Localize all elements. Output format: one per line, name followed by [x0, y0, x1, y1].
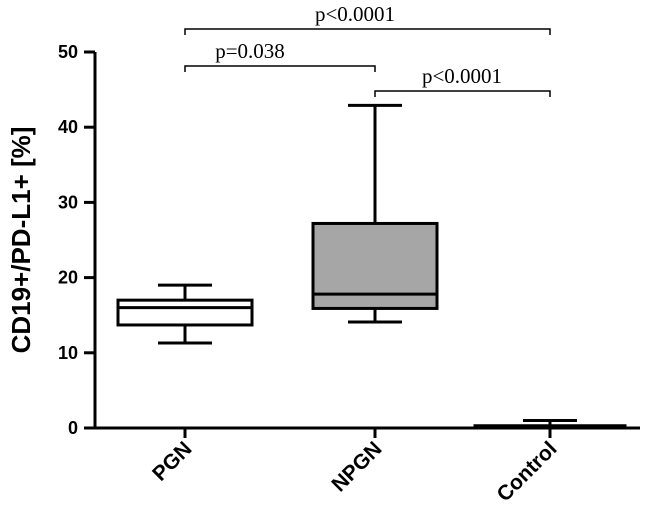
iqr-box [311, 221, 439, 310]
box-control [473, 418, 627, 430]
significance-brackets: p=0.038 p<0.0001 p<0.0001 [184, 2, 551, 97]
boxes [116, 103, 627, 430]
y-tick-label: 20 [58, 268, 78, 288]
comparison-bracket: p<0.0001 [374, 64, 551, 97]
bracket-line [184, 65, 376, 72]
x-category-label: PGN [148, 437, 196, 485]
bracket-line [374, 90, 551, 97]
bracket-line [184, 28, 551, 35]
y-tick-label: 0 [68, 418, 78, 438]
x-category-label: NPGN [327, 437, 386, 496]
box-npgn [311, 103, 439, 324]
x-category-label: Control [492, 437, 561, 506]
y-axis-title: CD19+/PD-L1+ [%] [6, 127, 36, 354]
y-ticks: 0 10 20 30 40 50 [58, 42, 95, 438]
box-pgn [116, 283, 254, 345]
p-value-label: p<0.0001 [315, 2, 395, 26]
y-tick-label: 50 [58, 42, 78, 62]
x-category-labels: PGN NPGN Control [148, 428, 562, 506]
y-tick-label: 10 [58, 343, 78, 363]
comparison-bracket: p=0.038 [184, 39, 376, 72]
y-tick-label: 30 [58, 192, 78, 212]
iqr-box [116, 298, 254, 327]
comparison-bracket: p<0.0001 [184, 2, 551, 35]
y-tick-label: 40 [58, 117, 78, 137]
p-value-label: p<0.0001 [422, 64, 502, 88]
p-value-label: p=0.038 [215, 39, 285, 63]
